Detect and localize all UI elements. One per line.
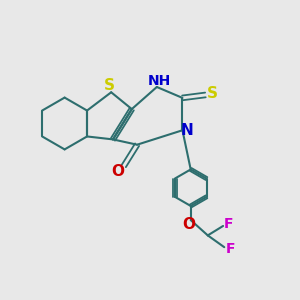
Text: F: F [224,217,234,231]
Text: S: S [206,86,218,101]
Text: O: O [111,164,124,179]
Text: NH: NH [148,74,171,88]
Text: N: N [181,123,193,138]
Text: F: F [225,242,235,256]
Text: O: O [183,217,196,232]
Text: S: S [104,78,115,93]
